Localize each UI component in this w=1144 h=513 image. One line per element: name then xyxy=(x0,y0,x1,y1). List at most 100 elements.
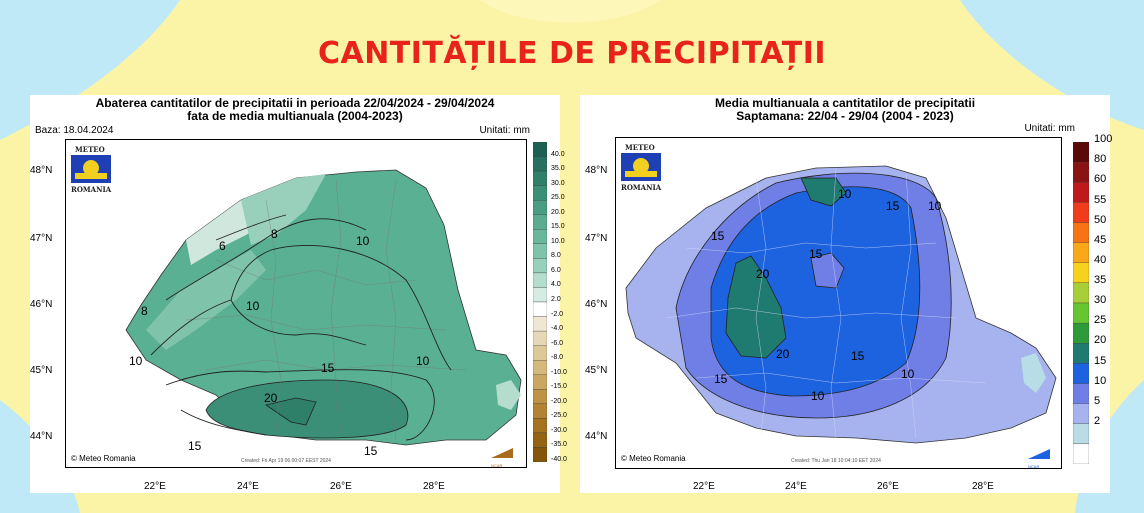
colorbar-label: -40.0 xyxy=(551,456,567,463)
lat-tick: 48°N xyxy=(585,165,608,176)
colorbar-label: 30.0 xyxy=(551,179,565,187)
contour-label: 10 xyxy=(901,367,915,381)
colorbar-swatch xyxy=(533,330,547,346)
colorbar-swatch xyxy=(1073,423,1089,445)
colorbar-label: -30.0 xyxy=(551,426,567,434)
colorbar-label: 100 xyxy=(1094,133,1113,146)
contour-label: 15 xyxy=(321,361,335,375)
meteo-romania-logo: METEO ROMANIA xyxy=(71,145,112,194)
colorbar-swatch xyxy=(1073,222,1089,243)
contour-label: 15 xyxy=(364,444,378,458)
lon-tick: 24°E xyxy=(237,481,259,492)
colorbar-label: 40 xyxy=(1094,253,1107,266)
colorbar-swatch xyxy=(533,316,547,332)
contour-label: 20 xyxy=(264,391,278,405)
colorbar-label: 25 xyxy=(1094,314,1107,327)
colorbar-label: 5 xyxy=(1094,394,1101,407)
lat-tick: 44°N xyxy=(30,431,53,442)
colorbar-swatch xyxy=(533,287,547,303)
contour-label: 15 xyxy=(886,199,900,213)
colorbar-swatch xyxy=(533,185,547,201)
lat-tick: 47°N xyxy=(30,233,53,244)
lon-tick: 22°E xyxy=(693,481,715,492)
deviation-colorbar xyxy=(533,142,547,462)
deviation-map-svg: 6 8 8 10 10 10 10 15 15 15 20 xyxy=(125,169,522,458)
average-map-title: Media multianuala a cantitatilor de prec… xyxy=(714,96,976,110)
lon-tick: 28°E xyxy=(423,481,445,492)
lat-tick: 46°N xyxy=(585,299,608,310)
colorbar-label: 35 xyxy=(1094,274,1107,286)
colorbar-swatch xyxy=(1073,383,1089,404)
colorbar-swatch xyxy=(533,432,547,448)
contour-label: 15 xyxy=(851,349,865,363)
ncar-logo: NCAR xyxy=(491,445,513,467)
colorbar-swatch xyxy=(533,142,547,157)
deviation-map-subtitle: fata de media multianuala (2004-2023) xyxy=(187,109,403,123)
ncar-logo: NCAR xyxy=(1028,446,1050,468)
colorbar-label: -2.0 xyxy=(551,310,564,318)
colorbar-swatch xyxy=(1073,302,1089,324)
colorbar-label: 2 xyxy=(1094,414,1101,427)
contour-label: 10 xyxy=(928,199,942,213)
logo-emblem-icon xyxy=(71,155,111,183)
contour-label: 15 xyxy=(188,439,202,453)
colorbar-swatch xyxy=(1073,443,1089,464)
colorbar-swatch xyxy=(533,258,547,274)
meteo-romania-logo: METEO ROMANIA xyxy=(621,143,662,192)
lon-tick: 24°E xyxy=(785,481,807,492)
colorbar-label: -4.0 xyxy=(551,325,564,333)
average-map-svg: 10 15 10 15 15 20 20 15 15 10 10 xyxy=(625,165,1057,444)
colorbar-label: -15.0 xyxy=(551,383,567,391)
colorbar-swatch xyxy=(533,447,547,462)
colorbar-label: 50 xyxy=(1094,213,1107,226)
colorbar-swatch xyxy=(533,214,547,230)
colorbar-label: 80 xyxy=(1094,153,1107,166)
lat-tick: 47°N xyxy=(585,233,608,244)
colorbar-swatch xyxy=(533,200,547,215)
colorbar-swatch xyxy=(533,418,547,434)
lon-tick: 26°E xyxy=(877,481,899,492)
colorbar-swatch xyxy=(1073,363,1089,384)
contour-label: 15 xyxy=(711,229,725,243)
colorbar-label: -20.0 xyxy=(551,397,567,405)
ncar-icon xyxy=(1028,449,1050,459)
contour-label: 10 xyxy=(246,299,260,313)
colorbar-swatch xyxy=(533,403,547,419)
lon-tick: 26°E xyxy=(330,481,352,492)
colorbar-label: 6.0 xyxy=(551,266,561,274)
colorbar-swatch xyxy=(1073,322,1089,344)
average-colorbar xyxy=(1073,142,1089,464)
colorbar-swatch xyxy=(1073,161,1089,183)
contour-label: 15 xyxy=(809,247,823,261)
contour-label: 8 xyxy=(141,304,148,318)
colorbar-swatch xyxy=(1073,202,1089,223)
contour-label: 20 xyxy=(756,267,770,281)
colorbar-swatch xyxy=(533,156,547,172)
colorbar-label: 40.0 xyxy=(551,150,565,158)
copyright-label: © Meteo Romania xyxy=(71,454,136,463)
deviation-map-panel: Abaterea cantitatilor de precipitatii in… xyxy=(30,95,567,493)
contour-label: 8 xyxy=(271,227,278,241)
colorbar-label: -10.0 xyxy=(551,368,567,376)
colorbar-label: -6.0 xyxy=(551,339,564,347)
lat-tick: 45°N xyxy=(30,365,53,376)
page-title: CANTITĂȚILE DE PRECIPITAȚII xyxy=(317,36,827,71)
contour-label: 10 xyxy=(838,187,852,201)
colorbar-label: 4.0 xyxy=(551,281,561,289)
created-label: Created: Thu Jan 18 10:04:10 EET 2024 xyxy=(791,458,881,464)
contour-label: 15 xyxy=(714,372,728,386)
average-map: 10 15 10 15 15 20 20 15 15 10 10 METEO R… xyxy=(615,137,1062,469)
contour-label: 10 xyxy=(811,389,825,403)
colorbar-label: 25.0 xyxy=(551,194,565,202)
logo-emblem-icon xyxy=(621,153,661,181)
colorbar-label: 30 xyxy=(1094,294,1107,307)
lon-tick: 22°E xyxy=(144,481,166,492)
colorbar-label: -35.0 xyxy=(551,441,567,449)
colorbar-label: 45 xyxy=(1094,233,1107,246)
lat-tick: 45°N xyxy=(585,365,608,376)
lon-tick: 28°E xyxy=(972,481,994,492)
colorbar-swatch xyxy=(1073,403,1089,424)
colorbar-label: -25.0 xyxy=(551,412,567,420)
colorbar-label: 20.0 xyxy=(551,208,565,216)
contour-label: 6 xyxy=(219,239,226,253)
